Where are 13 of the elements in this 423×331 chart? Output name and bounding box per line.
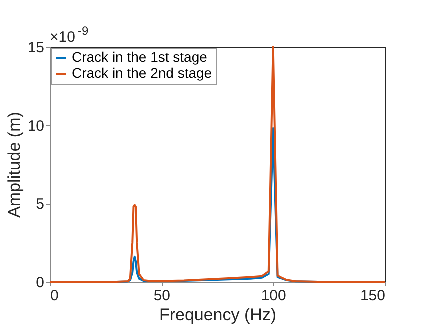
x-tick-label: 0 [50,288,59,304]
x-tick-label: 100 [261,288,286,304]
y-axis-title: Amplitude (m) [4,112,24,218]
y-tick-label: 10 [28,118,44,135]
y-tick-label: 15 [28,40,44,56]
legend-label: Crack in the 2nd stage [72,65,212,81]
line-series [49,46,386,283]
x-tick-label: 50 [154,288,171,304]
x-tick-label: 150 [360,288,386,304]
legend-label: Crack in the 1st stage [72,49,208,65]
y-tick-label: 5 [36,196,44,214]
y-tick-label: 0 [36,274,44,292]
x-axis-title: Frequency (Hz) [159,306,277,324]
